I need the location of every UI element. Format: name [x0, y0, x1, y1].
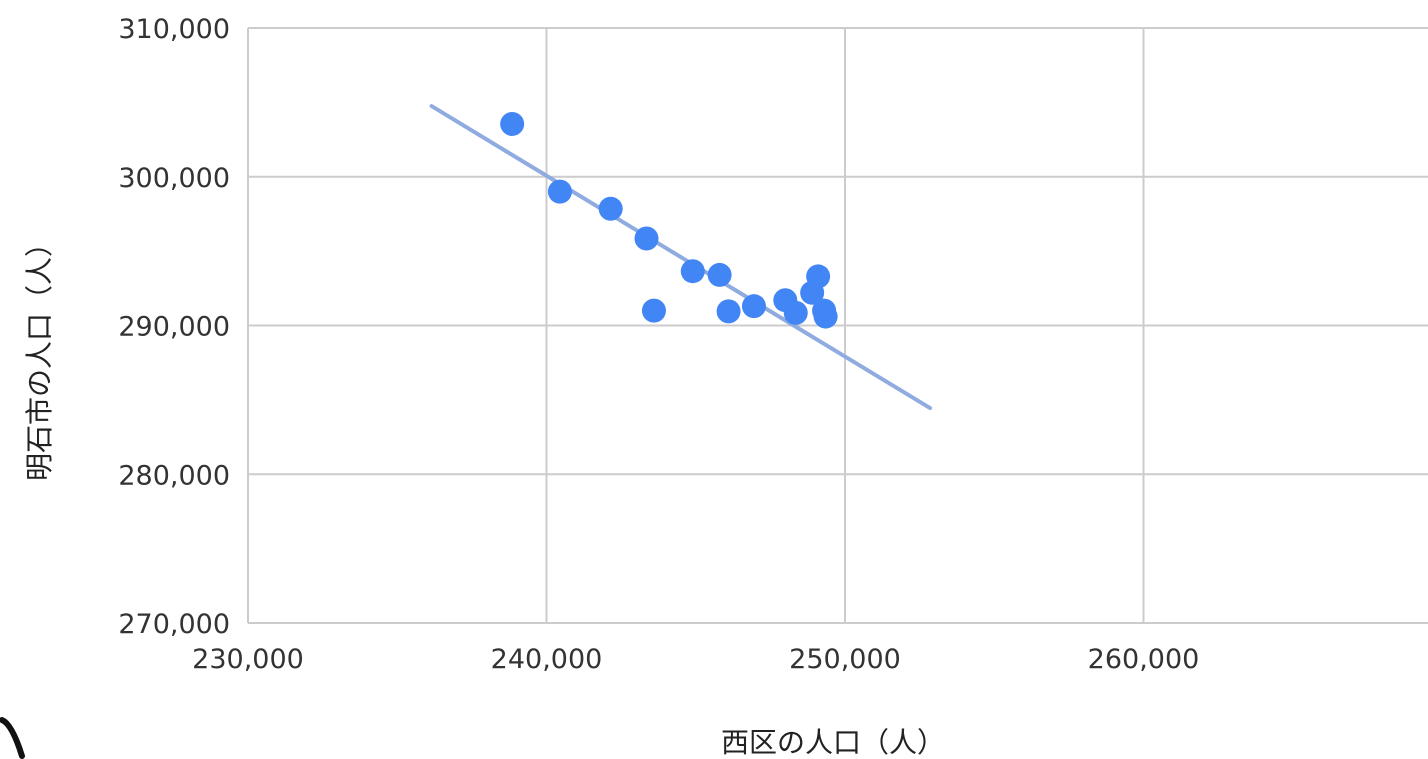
partial-stroke-fragment: [0, 717, 25, 759]
x-tick-label: 250,000: [789, 644, 901, 675]
y-tick-label: 280,000: [118, 460, 230, 491]
data-point: [716, 299, 741, 324]
y-tick-label: 310,000: [118, 14, 230, 45]
data-points: [500, 111, 838, 329]
y-axis-title: 明石市の人口（人）: [23, 229, 56, 481]
data-point: [707, 262, 732, 287]
x-tick-label: 240,000: [491, 644, 603, 675]
grid-lines: [247, 27, 1428, 624]
data-point: [813, 304, 838, 329]
trendline-layer: [429, 104, 933, 411]
data-point: [547, 179, 572, 204]
y-tick-label: 300,000: [118, 163, 230, 194]
data-point: [741, 294, 766, 319]
data-point: [783, 300, 808, 325]
data-point: [641, 298, 666, 323]
x-tick-label: 260,000: [1088, 644, 1200, 675]
data-point: [806, 264, 831, 289]
y-tick-label: 270,000: [118, 609, 230, 640]
data-point: [634, 226, 659, 251]
data-point: [680, 259, 705, 284]
y-axis-ticks: 270,000 280,000 290,000 300,000 310,000: [118, 14, 230, 640]
trendline: [429, 104, 933, 411]
y-tick-label: 290,000: [118, 312, 230, 343]
data-point: [598, 196, 623, 221]
data-point: [500, 111, 525, 136]
x-tick-label: 230,000: [192, 644, 304, 675]
x-axis-title: 西区の人口（人）: [721, 726, 945, 759]
x-axis-ticks: 230,000 240,000 250,000 260,000: [192, 644, 1199, 675]
